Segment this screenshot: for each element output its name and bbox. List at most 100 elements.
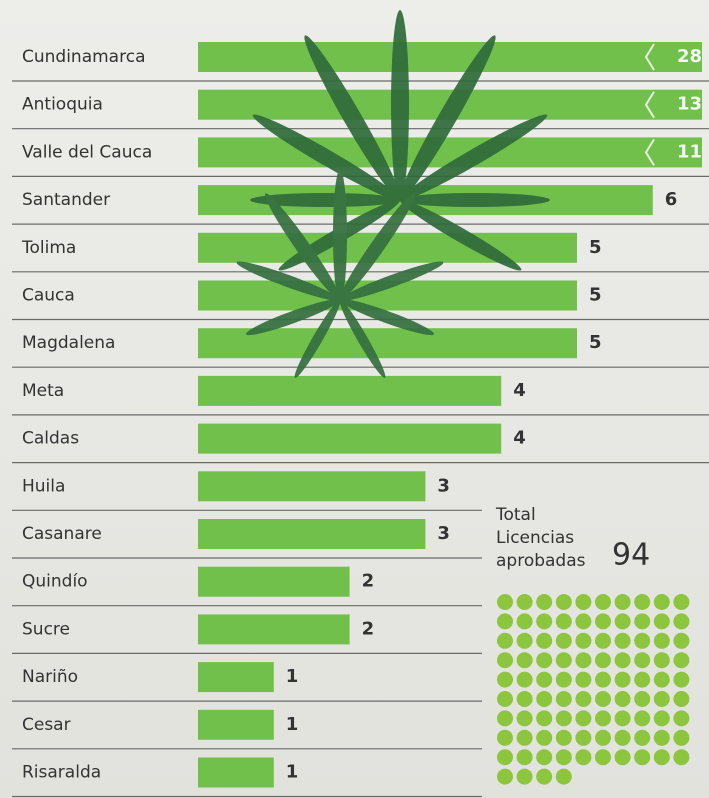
total-dot — [517, 749, 533, 765]
total-dot — [497, 769, 513, 785]
total-dot — [673, 672, 689, 688]
total-dot — [634, 749, 650, 765]
bar — [198, 42, 702, 72]
total-dot — [654, 730, 670, 746]
total-dot — [595, 710, 611, 726]
total-dot — [536, 730, 552, 746]
category-label: Sucre — [22, 619, 70, 639]
total-dot — [536, 633, 552, 649]
bar — [198, 567, 350, 597]
bar — [198, 662, 274, 692]
total-dot — [615, 652, 631, 668]
total-dot — [595, 730, 611, 746]
total-dot — [497, 730, 513, 746]
category-label: Valle del Cauca — [22, 142, 152, 162]
total-dot — [595, 633, 611, 649]
total-dot — [556, 710, 572, 726]
total-dot — [595, 749, 611, 765]
total-dot — [556, 769, 572, 785]
total-dot — [654, 594, 670, 610]
total-dot — [517, 710, 533, 726]
total-dot — [517, 672, 533, 688]
total-dot — [556, 633, 572, 649]
total-dot — [673, 652, 689, 668]
value-label: 5 — [589, 237, 602, 258]
total-dot — [634, 730, 650, 746]
total-dot — [575, 633, 591, 649]
total-dot — [536, 594, 552, 610]
total-dot — [497, 710, 513, 726]
total-dot — [497, 691, 513, 707]
total-dot — [556, 749, 572, 765]
category-label: Cesar — [22, 715, 71, 735]
total-dot — [673, 613, 689, 629]
category-label: Risaralda — [22, 763, 101, 783]
total-dot — [575, 730, 591, 746]
total-dot — [673, 633, 689, 649]
total-dot — [556, 730, 572, 746]
total-dot — [615, 730, 631, 746]
category-label: Quindío — [22, 572, 88, 592]
total-dot — [654, 691, 670, 707]
value-label: 2 — [362, 571, 375, 592]
total-dot — [575, 749, 591, 765]
bar — [198, 519, 425, 549]
total-dot — [634, 594, 650, 610]
total-dot — [595, 652, 611, 668]
total-dot — [575, 672, 591, 688]
total-dot — [673, 730, 689, 746]
category-label: Nariño — [22, 667, 78, 687]
total-dot — [654, 710, 670, 726]
total-dot — [517, 769, 533, 785]
value-label: 2 — [362, 618, 375, 639]
total-dot — [634, 633, 650, 649]
category-label: Cundinamarca — [22, 47, 145, 67]
value-label: 6 — [665, 189, 678, 210]
total-label: Licencias — [496, 528, 574, 548]
total-dot — [497, 613, 513, 629]
value-label: 3 — [437, 523, 450, 544]
total-dot — [517, 691, 533, 707]
total-dot — [654, 652, 670, 668]
value-label: 28 — [677, 46, 702, 67]
total-label: aprobadas — [496, 551, 586, 571]
category-label: Casanare — [22, 524, 102, 544]
total-value: 94 — [612, 538, 650, 573]
value-label: 4 — [513, 380, 526, 401]
category-label: Caldas — [22, 429, 79, 449]
total-dot — [536, 710, 552, 726]
value-label: 13 — [677, 94, 702, 115]
total-dot — [634, 652, 650, 668]
total-dot — [575, 691, 591, 707]
category-label: Meta — [22, 381, 64, 401]
total-dot — [595, 594, 611, 610]
total-dot — [556, 652, 572, 668]
total-dot — [654, 672, 670, 688]
total-dot — [595, 691, 611, 707]
value-label: 5 — [589, 332, 602, 353]
total-dot — [634, 691, 650, 707]
total-dot — [556, 691, 572, 707]
total-dot — [536, 749, 552, 765]
category-label: Huila — [22, 476, 65, 496]
total-dot — [536, 613, 552, 629]
total-dot — [673, 710, 689, 726]
total-dot — [575, 710, 591, 726]
category-label: Cauca — [22, 286, 75, 306]
category-label: Santander — [22, 190, 110, 210]
bar — [198, 710, 274, 740]
bar — [198, 614, 350, 644]
total-dot — [634, 613, 650, 629]
total-dot — [517, 633, 533, 649]
total-dot — [615, 691, 631, 707]
total-dot — [556, 672, 572, 688]
total-dot — [575, 652, 591, 668]
total-dot — [615, 594, 631, 610]
total-dot — [536, 691, 552, 707]
bar — [198, 758, 274, 788]
value-label: 11 — [677, 141, 702, 162]
total-dot — [556, 613, 572, 629]
total-dot — [517, 594, 533, 610]
total-dot — [634, 710, 650, 726]
total-dot — [517, 613, 533, 629]
